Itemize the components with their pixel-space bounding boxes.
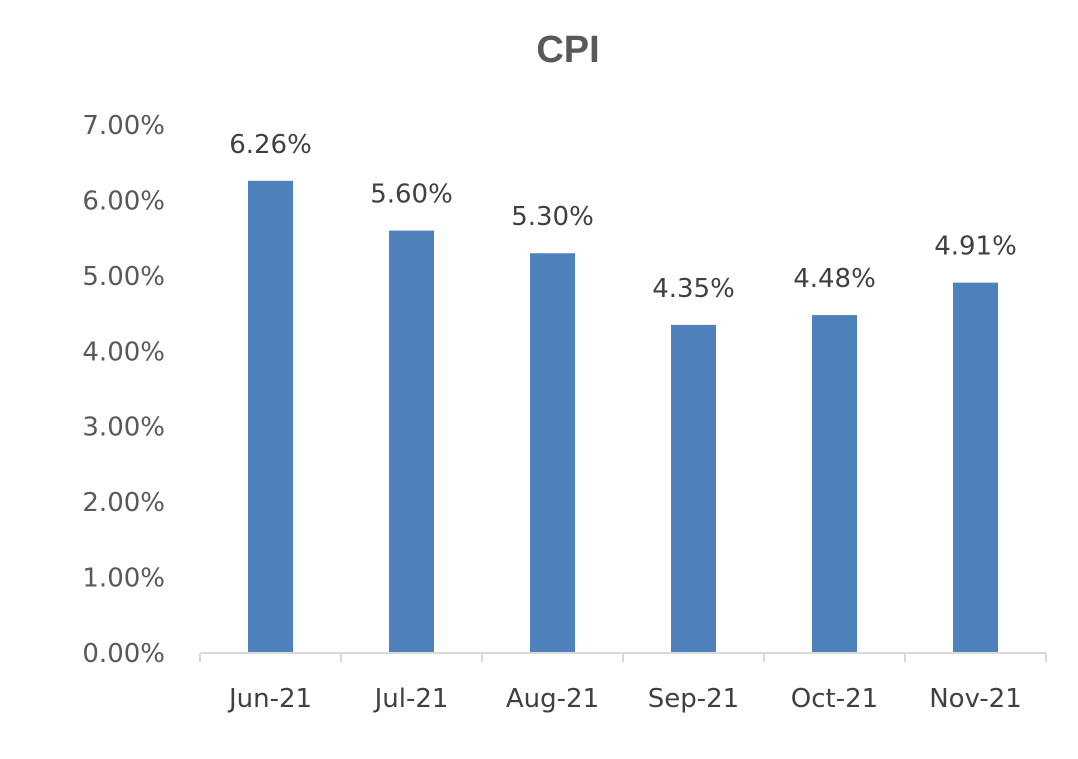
- chart-title: CPI: [536, 29, 599, 71]
- bar: [248, 180, 293, 653]
- x-tick-label: Nov-21: [929, 684, 1022, 714]
- x-tick-label: Sep-21: [648, 684, 739, 714]
- y-tick-label: 5.00%: [82, 262, 165, 292]
- x-tick-label: Jun-21: [227, 684, 312, 714]
- data-label: 5.60%: [370, 180, 453, 210]
- bar: [953, 282, 998, 653]
- data-label: 5.30%: [511, 202, 594, 232]
- x-axis-ticks: Jun-21 Jul-21 Aug-21 Sep-21 Oct-21 Nov-21: [227, 684, 1022, 714]
- data-labels: 6.26% 5.60% 5.30% 4.35% 4.48% 4.91%: [229, 130, 1017, 304]
- bars: [248, 180, 998, 653]
- data-label: 4.48%: [793, 264, 876, 294]
- data-label: 4.91%: [934, 232, 1017, 262]
- x-axis: [199, 652, 1047, 662]
- y-tick-label: 0.00%: [82, 639, 165, 669]
- y-tick-label: 3.00%: [82, 413, 165, 443]
- y-axis-ticks: 0.00% 1.00% 2.00% 3.00% 4.00% 5.00% 6.00% 7.00%: [82, 111, 165, 669]
- y-tick-label: 6.00%: [82, 186, 165, 216]
- x-tick-label: Aug-21: [506, 684, 599, 714]
- bar: [812, 315, 857, 653]
- bar: [389, 230, 434, 653]
- x-tick-label: Oct-21: [791, 684, 878, 714]
- y-tick-label: 2.00%: [82, 488, 165, 518]
- bar: [671, 324, 716, 653]
- y-tick-label: 4.00%: [82, 337, 165, 367]
- y-tick-label: 7.00%: [82, 111, 165, 141]
- data-label: 6.26%: [229, 130, 312, 160]
- bar: [530, 253, 575, 653]
- x-tick-label: Jul-21: [373, 684, 449, 714]
- data-label: 4.35%: [652, 274, 735, 304]
- y-tick-label: 1.00%: [82, 564, 165, 594]
